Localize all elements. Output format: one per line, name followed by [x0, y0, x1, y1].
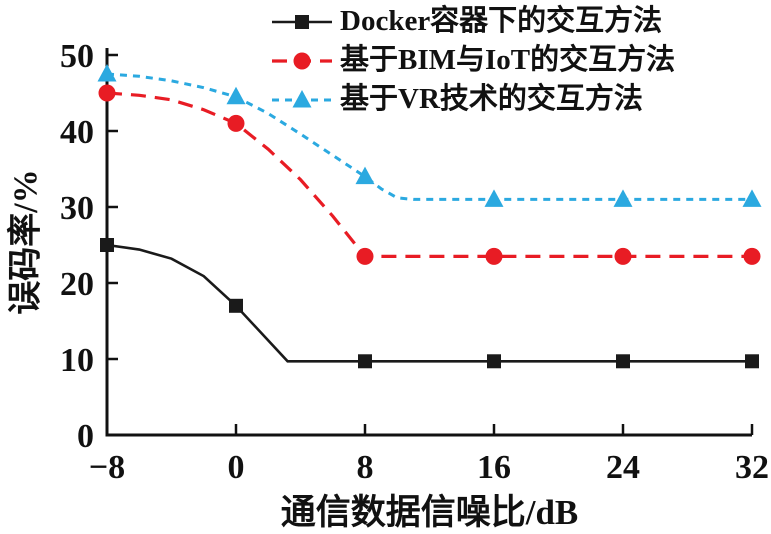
legend-marker-square-icon	[272, 14, 332, 29]
series-2-marker	[97, 64, 117, 82]
y-axis-tick-label: 30	[60, 190, 94, 227]
x-axis-tick-label: −8	[89, 449, 125, 486]
series-2-marker	[742, 189, 762, 207]
series-1-marker	[743, 247, 761, 265]
series-1-marker	[227, 114, 245, 132]
series-0-marker	[745, 354, 759, 369]
legend-item-docker: Docker容器下的交互方法	[270, 2, 675, 41]
x-axis-tick-label: 0	[228, 449, 245, 486]
series-0-marker	[487, 354, 501, 369]
x-axis-tick-label: 16	[477, 449, 511, 486]
series-1-marker	[614, 247, 632, 265]
series-line-2	[106, 72, 752, 201]
legend-marker-circle-icon	[272, 52, 332, 69]
legend-label-vr: 基于VR技术的交互方法	[340, 83, 643, 115]
legend-square-marker	[295, 14, 309, 29]
y-axis-tick-label: 0	[77, 418, 94, 455]
series-1-marker	[356, 247, 374, 265]
series-0-marker	[100, 238, 114, 252]
series-0-marker	[358, 354, 372, 369]
y-axis-tick-label: 20	[60, 266, 94, 303]
x-axis-title: 通信数据信噪比/dB	[280, 493, 579, 532]
y-axis-tick-label: 50	[60, 38, 94, 75]
series-1-marker	[485, 247, 503, 265]
legend-triangle-marker	[292, 89, 312, 107]
y-axis-tick-label: 40	[60, 114, 94, 151]
legend: Docker容器下的交互方法 基于BIM与IoT的交互方法 基于VR技术的交互方…	[270, 2, 675, 119]
legend-item-bim-iot: 基于BIM与IoT的交互方法	[270, 41, 675, 80]
series-line-0	[106, 243, 752, 363]
axis-spines	[105, 48, 752, 437]
legend-marker-triangle-icon	[272, 89, 332, 107]
y-axis-title: 误码率/%	[7, 169, 45, 315]
legend-item-vr: 基于VR技术的交互方法	[270, 80, 675, 119]
x-axis-tick-label: 8	[357, 449, 374, 486]
legend-label-docker: Docker容器下的交互方法	[340, 5, 663, 37]
legend-circle-marker	[293, 52, 311, 69]
series-1-marker	[98, 84, 116, 102]
series-2-marker	[613, 189, 633, 207]
series-line-1	[106, 91, 752, 258]
series-2-marker	[484, 189, 504, 207]
y-axis-tick-label: 10	[60, 342, 94, 379]
x-axis-tick-label: 24	[606, 449, 640, 486]
series-0-marker	[229, 298, 243, 313]
legend-label-bim-iot: 基于BIM与IoT的交互方法	[340, 44, 676, 76]
series-2-marker	[226, 86, 246, 105]
x-axis-tick-label: 32	[735, 449, 769, 486]
series-0-marker	[616, 354, 630, 369]
series-2-marker	[355, 166, 375, 185]
